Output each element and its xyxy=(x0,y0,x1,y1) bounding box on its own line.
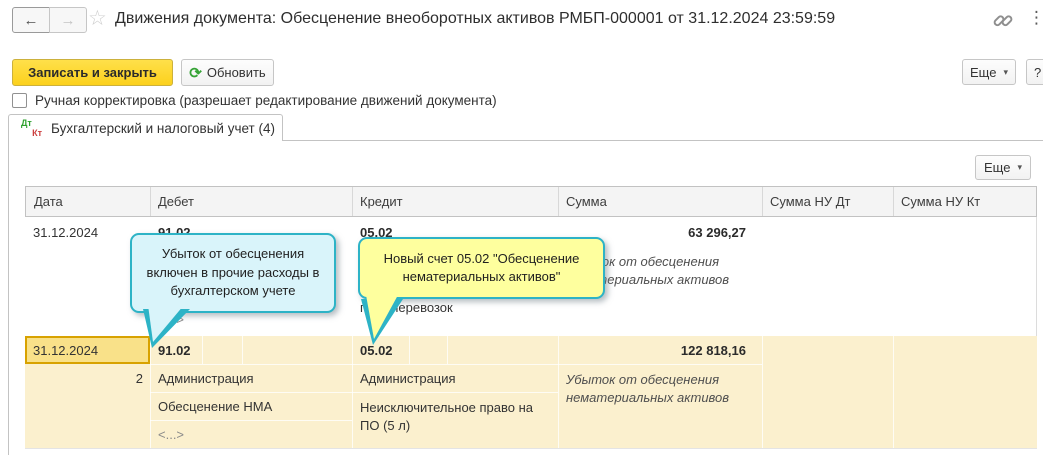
cell-date[interactable]: 31.12.2024 xyxy=(33,225,99,240)
grid-line xyxy=(150,420,352,421)
refresh-button[interactable]: ⟳ Обновить xyxy=(181,59,274,86)
cell-credit-account[interactable]: 05.02 xyxy=(360,343,393,358)
cell-amount[interactable]: 122 818,16 xyxy=(680,343,746,358)
annotation-callout-blue: Убыток от обесценения включен в прочие р… xyxy=(130,233,336,313)
save-and-close-button[interactable]: Записать и закрыть xyxy=(12,59,173,86)
refresh-label: Обновить xyxy=(206,65,266,80)
row-number: 2 xyxy=(135,371,143,386)
grid-line xyxy=(1036,217,1037,448)
back-button[interactable]: ← xyxy=(12,7,50,33)
cell-date[interactable]: 31.12.2024 xyxy=(33,343,99,358)
cell-amount[interactable]: 63 296,27 xyxy=(688,225,746,240)
column-header-amount-nu-kt[interactable]: Сумма НУ Кт xyxy=(901,194,981,209)
column-header-amount-nu-dt[interactable]: Сумма НУ Дт xyxy=(770,194,851,209)
grid-line xyxy=(893,336,894,448)
more-actions-button-top[interactable]: Еще ▾ xyxy=(962,59,1016,85)
grid-line xyxy=(150,187,151,216)
grid-line xyxy=(447,336,448,364)
forward-arrow-icon: → xyxy=(60,11,76,29)
cell-credit-account[interactable]: 05.02 xyxy=(360,225,393,240)
more-actions-button-table[interactable]: Еще ▾ xyxy=(975,155,1031,180)
callout-tail xyxy=(355,291,415,349)
cell-credit-subconto[interactable]: Неисключительное право на ПО (5 л) xyxy=(360,400,534,433)
column-header-date[interactable]: Дата xyxy=(34,194,63,209)
refresh-icon: ⟳ xyxy=(189,64,202,82)
focused-cell-date[interactable] xyxy=(25,336,150,364)
copy-link-icon[interactable] xyxy=(992,9,1014,31)
chevron-down-icon: ▾ xyxy=(1017,162,1022,172)
grid-line xyxy=(242,336,243,364)
callout-tail xyxy=(135,305,205,351)
tab-accounting-and-tax[interactable]: Дт Кт Бухгалтерский и налоговый учет (4) xyxy=(8,114,283,141)
more-label: Еще xyxy=(970,64,997,80)
manual-adjustment-checkbox[interactable] xyxy=(12,93,27,108)
page-title: Движения документа: Обесценение внеоборо… xyxy=(115,10,836,27)
tab-pane-left-border xyxy=(8,140,9,455)
grid-line xyxy=(25,448,1037,449)
tab-pane-top-border xyxy=(283,140,1043,141)
manual-adjustment-label: Ручная корректировка (разрешает редактир… xyxy=(35,93,497,108)
grid-line xyxy=(893,187,894,216)
cell-debit-subconto[interactable]: Обесценение НМА xyxy=(158,399,273,414)
cell-debit-account[interactable]: 91.02 xyxy=(158,343,191,358)
help-button[interactable]: ? xyxy=(1026,59,1043,85)
grid-line xyxy=(558,336,559,448)
cell-debit-subconto[interactable]: Администрация xyxy=(158,371,254,386)
cell-comment[interactable]: Убыток от обесценения нематериальных акт… xyxy=(566,372,730,405)
column-header-amount[interactable]: Сумма xyxy=(566,194,607,209)
back-arrow-icon: ← xyxy=(23,11,39,29)
grid-line xyxy=(150,392,558,393)
grid-line xyxy=(762,187,763,216)
more-menu-dots-icon[interactable]: ⋮ xyxy=(1028,8,1043,27)
grid-line xyxy=(762,336,763,448)
annotation-callout-yellow: Новый счет 05.02 "Обесценение нематериал… xyxy=(358,237,605,299)
grid-line xyxy=(352,187,353,216)
cell-credit-subconto[interactable]: Администрация xyxy=(360,371,456,386)
grid-line xyxy=(558,187,559,216)
table-more-label: Еще xyxy=(984,160,1011,175)
help-icon: ? xyxy=(1034,64,1042,80)
column-header-debit[interactable]: Дебет xyxy=(158,194,194,209)
column-header-credit[interactable]: Кредит xyxy=(360,194,403,209)
favorite-star-icon[interactable]: ☆ xyxy=(88,7,107,30)
forward-button[interactable]: → xyxy=(49,7,87,33)
tab-label: Бухгалтерский и налоговый учет (4) xyxy=(51,120,275,136)
table-header: Дата Дебет Кредит Сумма Сумма НУ Дт Сумм… xyxy=(25,186,1037,217)
grid-line xyxy=(202,336,203,364)
grid-line xyxy=(150,364,762,365)
cell-debit-collapsed[interactable]: <...> xyxy=(158,427,185,442)
grid-line xyxy=(409,336,410,364)
chevron-down-icon: ▾ xyxy=(1003,66,1008,77)
dt-kt-icon: Дт Кт xyxy=(21,118,42,138)
